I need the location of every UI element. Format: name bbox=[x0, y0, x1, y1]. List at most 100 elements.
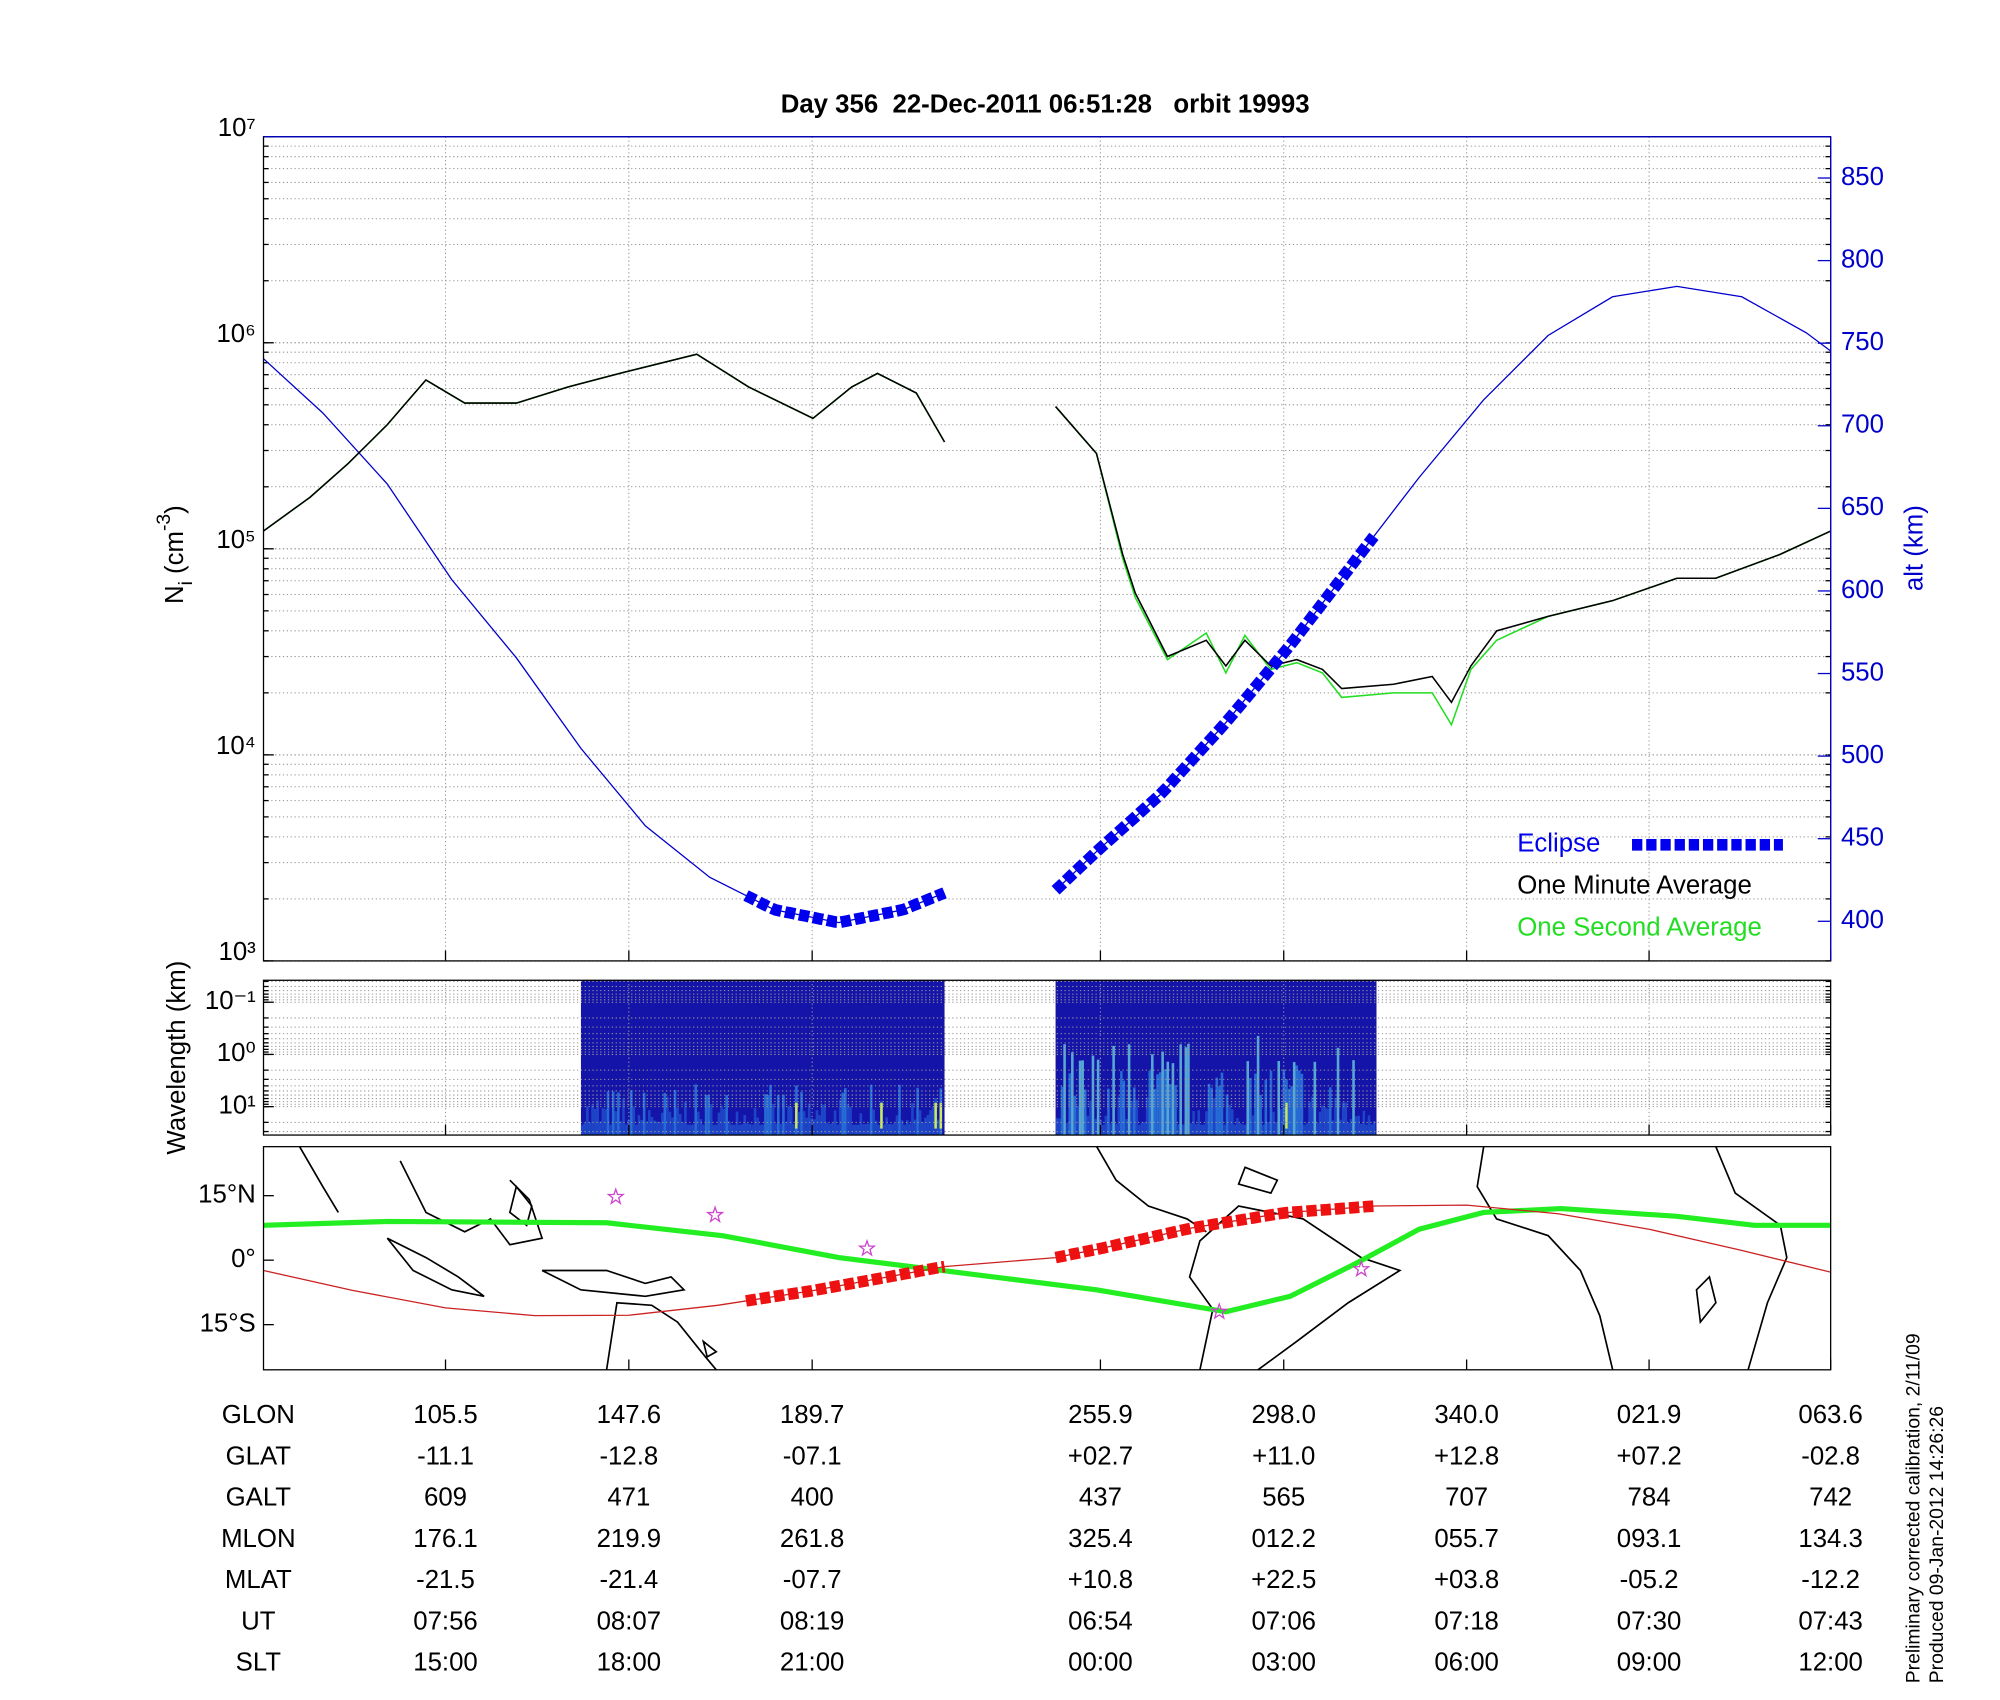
table-cell: 021.9 bbox=[1617, 1401, 1682, 1429]
spectrogram-texture bbox=[1189, 1123, 1193, 1136]
y-tick-label: 15°N bbox=[198, 1180, 256, 1208]
spectrogram-texture bbox=[681, 1122, 685, 1136]
spectrogram-texture bbox=[936, 1119, 940, 1136]
spectrogram-texture bbox=[1341, 1102, 1345, 1136]
table-cell: +11.0 bbox=[1252, 1442, 1315, 1470]
spectrogram-texture bbox=[720, 1105, 723, 1136]
spectrogram-texture bbox=[1086, 1115, 1090, 1136]
spectrogram-texture bbox=[882, 1124, 886, 1136]
green-track bbox=[263, 1205, 1831, 1315]
spectrogram-texture bbox=[1259, 1094, 1262, 1136]
spectrogram-texture bbox=[611, 1091, 615, 1136]
spectrogram-texture bbox=[751, 1124, 754, 1136]
spectrogram-texture bbox=[771, 1103, 775, 1136]
spectrogram-texture bbox=[735, 1111, 739, 1136]
spectrogram-texture bbox=[1305, 1123, 1309, 1136]
spectrogram-texture bbox=[640, 1120, 643, 1136]
spectrogram-texture bbox=[854, 1124, 857, 1136]
spectrogram-texture bbox=[1218, 1086, 1221, 1136]
spectrogram-texture bbox=[934, 1102, 937, 1129]
table-cell: +10.8 bbox=[1068, 1566, 1133, 1594]
spectrogram-texture bbox=[756, 1117, 759, 1136]
spectrogram-texture bbox=[1083, 1089, 1087, 1136]
spectrogram-texture bbox=[1243, 1124, 1247, 1136]
spectrogram-texture bbox=[1336, 1047, 1340, 1136]
spectrogram-texture bbox=[1285, 1102, 1288, 1129]
spectrogram-texture bbox=[929, 1110, 932, 1136]
table-cell: 784 bbox=[1628, 1484, 1671, 1512]
spectrogram-texture bbox=[663, 1092, 667, 1136]
spectrogram-texture bbox=[1125, 1119, 1128, 1136]
spectrogram-texture bbox=[588, 1122, 592, 1136]
spectrogram-texture bbox=[1310, 1096, 1314, 1136]
spectrogram-texture bbox=[926, 1114, 930, 1136]
table-cell: 03:00 bbox=[1251, 1649, 1316, 1677]
spectrogram-texture bbox=[792, 1124, 796, 1136]
spectrogram-texture bbox=[1354, 1116, 1358, 1136]
spectrogram-texture bbox=[1223, 1124, 1226, 1136]
spectrogram-texture bbox=[828, 1123, 832, 1136]
spectrogram-texture bbox=[844, 1088, 847, 1136]
spectrogram-texture bbox=[1073, 1095, 1077, 1136]
table-cell: 07:43 bbox=[1798, 1607, 1863, 1635]
spectrogram-texture bbox=[849, 1106, 852, 1136]
spectrogram-texture bbox=[1212, 1098, 1216, 1136]
spectrogram-texture bbox=[1055, 1117, 1059, 1136]
spectrogram-texture bbox=[614, 1111, 618, 1136]
spectrogram-texture bbox=[787, 1105, 790, 1136]
spectrogram-texture bbox=[800, 1091, 803, 1136]
coastline bbox=[298, 1146, 340, 1213]
spectrogram-texture bbox=[617, 1092, 620, 1136]
spectrogram-texture bbox=[1236, 1117, 1239, 1136]
spectrogram-texture bbox=[740, 1124, 744, 1136]
y-label-part: ) bbox=[161, 505, 189, 514]
spectrogram-texture bbox=[908, 1123, 912, 1136]
spectrogram-texture bbox=[709, 1104, 713, 1136]
star-marker bbox=[857, 1238, 877, 1257]
spectrogram-texture bbox=[1161, 1051, 1164, 1136]
spectrogram-texture bbox=[1192, 1111, 1195, 1136]
spectrogram-texture bbox=[1370, 1124, 1373, 1136]
table-cell: 219.9 bbox=[597, 1525, 662, 1553]
spectrogram-texture bbox=[1171, 1063, 1175, 1136]
note: Preliminary corrected calibration, 2/11/… bbox=[1903, 1333, 1925, 1683]
table-cell: 340.0 bbox=[1434, 1401, 1499, 1429]
spectrogram-texture bbox=[678, 1114, 682, 1136]
spectrogram-texture bbox=[1334, 1098, 1337, 1136]
spectrogram-texture bbox=[1287, 1088, 1291, 1136]
spectrogram-texture bbox=[1158, 1072, 1162, 1136]
spectrogram-texture bbox=[869, 1084, 873, 1136]
table-cell: 08:19 bbox=[780, 1607, 845, 1635]
spectrogram-texture bbox=[779, 1123, 783, 1136]
spectrogram-texture bbox=[730, 1124, 734, 1136]
spectrogram-texture bbox=[650, 1117, 654, 1136]
spectrogram-texture bbox=[1089, 1100, 1092, 1136]
spectrogram-texture bbox=[715, 1124, 718, 1136]
spectrogram-texture bbox=[743, 1114, 747, 1136]
spectrogram-texture bbox=[583, 1122, 587, 1136]
spectrogram-texture bbox=[846, 1104, 850, 1136]
spectrogram-texture bbox=[905, 1120, 909, 1136]
y-tick-label: 0° bbox=[231, 1245, 256, 1273]
spectrogram-texture bbox=[624, 1124, 628, 1136]
spectrogram-texture bbox=[911, 1103, 914, 1136]
spectrogram-texture bbox=[660, 1112, 664, 1136]
spectrogram-y-label: Wavelength (km) bbox=[163, 961, 191, 1155]
spectrogram-texture bbox=[1102, 1124, 1105, 1136]
spectrogram-texture bbox=[717, 1112, 721, 1136]
spectrogram-texture bbox=[586, 1106, 589, 1136]
spectrogram-texture bbox=[1063, 1044, 1066, 1136]
spectrogram-texture bbox=[642, 1092, 646, 1136]
spectrogram-texture bbox=[1318, 1111, 1322, 1136]
eclipse-segment bbox=[1054, 1200, 1375, 1264]
spectrogram-texture bbox=[820, 1104, 824, 1136]
table-cell: +12.8 bbox=[1434, 1442, 1499, 1470]
spectrogram-texture bbox=[686, 1124, 690, 1136]
spectrogram-texture bbox=[637, 1115, 641, 1136]
y-tick-label: 10¹ bbox=[219, 1091, 257, 1119]
coastline bbox=[605, 1301, 717, 1371]
spectrogram-texture bbox=[900, 1120, 904, 1136]
y-tick-label: 10³ bbox=[219, 938, 257, 966]
